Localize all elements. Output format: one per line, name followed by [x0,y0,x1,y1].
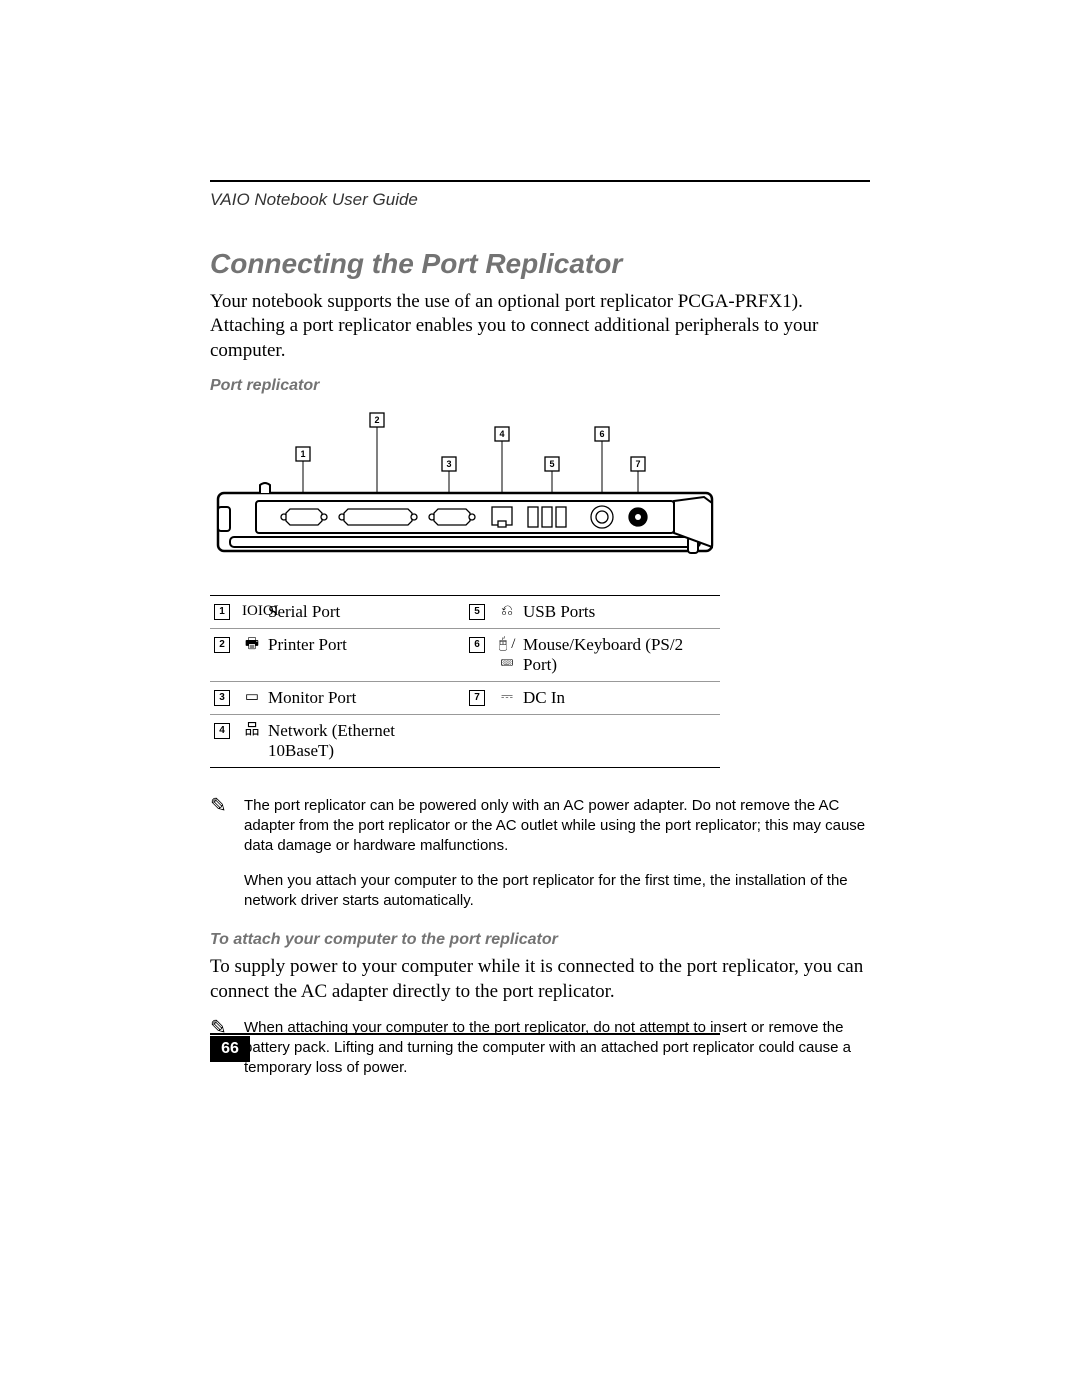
intro-paragraph: Your notebook supports the use of an opt… [210,290,870,363]
legend-label: DC In [523,688,565,708]
note-icon: ✎ [210,796,234,911]
legend-label: Serial Port [268,602,340,622]
running-head: VAIO Notebook User Guide [210,190,870,210]
svg-text:1: 1 [300,449,305,459]
legend-row: 3 ▭ Monitor Port 7 ⎓ DC In [210,682,720,715]
header-rule [210,180,870,182]
callout-number: 4 [214,723,230,739]
note-text: When you attach your computer to the por… [244,871,870,912]
legend-label: Monitor Port [268,688,356,708]
usb-icon: ⎌ [497,602,517,620]
network-icon: 品 [242,721,262,739]
port-legend-table: 1 IOIOI Serial Port 5 ⎌ USB Ports 2 🖶 Print… [210,595,720,768]
legend-row: 4 品 Network (Ethernet 10BaseT) [210,715,720,767]
printer-icon: 🖶 [242,635,262,653]
subheading: To attach your computer to the port repl… [210,931,870,949]
legend-label: USB Ports [523,602,595,622]
svg-text:6: 6 [599,429,604,439]
svg-text:2: 2 [374,415,379,425]
callout-number: 6 [469,637,485,653]
dc-in-icon: ⎓ [497,688,517,706]
footer-rule [210,1033,720,1035]
note-block: ✎ The port replicator can be powered onl… [210,796,870,911]
note-block: ✎ When attaching your computer to the po… [210,1018,870,1079]
legend-label: Mouse/Keyboard (PS/2 Port) [523,635,716,675]
svg-text:5: 5 [549,459,554,469]
page-number: 66 [210,1036,250,1062]
note-text: When attaching your computer to the port… [244,1018,870,1079]
serial-icon: IOIOI [242,602,262,620]
document-page: VAIO Notebook User Guide Connecting the … [0,0,1080,1397]
note-text: The port replicator can be powered only … [244,796,870,857]
svg-text:7: 7 [635,459,640,469]
callout-number: 5 [469,604,485,620]
page-title: Connecting the Port Replicator [210,248,870,280]
legend-row: 2 🖶 Printer Port 6 🖰 / ⌨ Mouse/Keyboard (P… [210,629,720,682]
figure-caption: Port replicator [210,377,870,395]
body-paragraph: To supply power to your computer while i… [210,955,870,1004]
callout-number: 1 [214,604,230,620]
svg-text:3: 3 [446,459,451,469]
monitor-icon: ▭ [242,688,262,706]
callout-number: 2 [214,637,230,653]
callout-number: 3 [214,690,230,706]
mouse-keyboard-icon: 🖰 / ⌨ [497,635,517,671]
legend-row: 1 IOIOI Serial Port 5 ⎌ USB Ports [210,596,720,629]
svg-text:4: 4 [499,429,504,439]
port-replicator-figure: 2 4 6 1 3 5 7 [210,407,720,577]
legend-label: Printer Port [268,635,347,655]
callout-number: 7 [469,690,485,706]
legend-label: Network (Ethernet 10BaseT) [268,721,461,761]
